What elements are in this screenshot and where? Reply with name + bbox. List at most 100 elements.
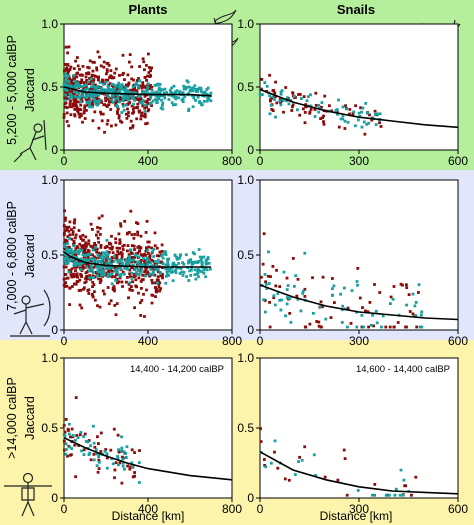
data-point-red xyxy=(97,251,101,255)
data-point-teal xyxy=(296,108,299,112)
data-point-teal xyxy=(112,259,116,263)
data-point-teal xyxy=(116,455,119,458)
data-point-red xyxy=(91,60,95,64)
data-point-red xyxy=(70,105,73,109)
data-point-red xyxy=(107,269,110,273)
data-point-red xyxy=(146,97,150,101)
data-point-teal xyxy=(265,287,269,290)
data-point-red xyxy=(158,250,162,254)
data-point-red xyxy=(107,103,111,106)
data-point-red xyxy=(97,216,101,220)
data-point-teal xyxy=(98,460,101,464)
data-point-red xyxy=(148,66,151,69)
data-point-red xyxy=(87,66,91,70)
data-point-teal xyxy=(97,266,101,270)
data-point-red xyxy=(137,291,140,295)
data-point-teal xyxy=(198,86,201,90)
data-point-teal xyxy=(157,88,161,92)
data-point-teal xyxy=(106,84,110,88)
data-point-teal xyxy=(79,431,83,434)
data-point-teal xyxy=(163,94,166,98)
data-point-red xyxy=(74,59,77,63)
data-point-red xyxy=(320,105,323,109)
data-point-teal xyxy=(186,80,190,84)
data-point-red xyxy=(140,278,144,282)
data-point-red xyxy=(81,233,85,237)
data-point-red xyxy=(65,106,69,110)
data-point-red xyxy=(93,445,97,449)
data-point-red xyxy=(66,235,70,238)
data-point-teal xyxy=(132,102,135,106)
data-point-teal xyxy=(116,270,119,274)
data-point-red xyxy=(155,254,159,258)
data-point-teal xyxy=(76,436,80,439)
data-point-red xyxy=(70,427,74,431)
data-point-red xyxy=(72,282,76,286)
row-label-period: >14,000 calBP xyxy=(5,377,19,459)
data-point-red xyxy=(143,76,147,79)
data-point-teal xyxy=(66,79,70,83)
data-point-teal xyxy=(161,262,165,266)
data-point-red xyxy=(91,281,95,284)
data-point-teal xyxy=(89,91,92,95)
data-point-teal xyxy=(174,271,178,275)
data-point-red xyxy=(145,105,149,109)
data-point-red xyxy=(126,276,129,279)
data-point-red xyxy=(269,98,272,102)
data-point-red xyxy=(73,81,77,85)
data-point-teal xyxy=(305,99,309,103)
data-point-red xyxy=(98,233,102,236)
data-point-red xyxy=(89,458,93,462)
data-point-teal xyxy=(108,90,111,94)
data-point-teal xyxy=(91,96,95,99)
data-point-teal xyxy=(340,321,344,324)
data-point-teal xyxy=(181,274,185,277)
data-point-teal xyxy=(314,474,317,477)
data-point-red xyxy=(78,242,82,246)
data-point-teal xyxy=(285,96,289,100)
data-point-red xyxy=(112,287,116,291)
data-point-teal xyxy=(119,267,122,271)
data-point-teal xyxy=(119,274,123,277)
row-label-period: 7,000 - 6,800 calBP xyxy=(5,201,19,311)
data-point-teal xyxy=(87,93,91,97)
data-point-teal xyxy=(189,274,193,277)
data-point-red xyxy=(108,82,112,85)
data-point-red xyxy=(73,443,77,447)
data-point-teal xyxy=(420,325,424,329)
data-point-red xyxy=(103,292,106,296)
data-point-red xyxy=(345,493,349,497)
data-point-teal xyxy=(72,251,76,254)
data-point-red xyxy=(147,260,151,264)
data-point-teal xyxy=(160,98,163,102)
data-point-red xyxy=(73,104,77,108)
data-point-teal xyxy=(160,254,164,257)
data-point-red xyxy=(137,276,141,280)
data-point-red xyxy=(140,299,144,302)
data-point-teal xyxy=(263,273,267,276)
data-point-red xyxy=(80,244,83,248)
data-point-red xyxy=(127,111,130,114)
data-point-red xyxy=(103,246,107,250)
data-point-teal xyxy=(293,284,296,288)
data-point-red xyxy=(74,266,78,269)
data-point-teal xyxy=(92,276,95,279)
data-point-red xyxy=(155,246,159,250)
data-point-teal xyxy=(123,266,126,270)
data-point-red xyxy=(66,64,69,67)
data-point-red xyxy=(69,80,73,84)
data-point-red xyxy=(273,450,276,454)
x-tick-label: 600 xyxy=(448,154,468,168)
data-point-teal xyxy=(125,260,129,263)
data-point-red xyxy=(105,70,109,73)
data-point-teal xyxy=(166,266,170,270)
data-point-teal xyxy=(79,257,83,261)
data-point-teal xyxy=(96,274,99,278)
data-point-red xyxy=(107,302,111,306)
data-point-red xyxy=(72,77,76,81)
data-point-teal xyxy=(158,91,162,95)
data-point-red xyxy=(343,457,347,460)
data-point-red xyxy=(139,234,143,238)
data-point-red xyxy=(63,231,66,235)
data-point-red xyxy=(133,474,136,478)
